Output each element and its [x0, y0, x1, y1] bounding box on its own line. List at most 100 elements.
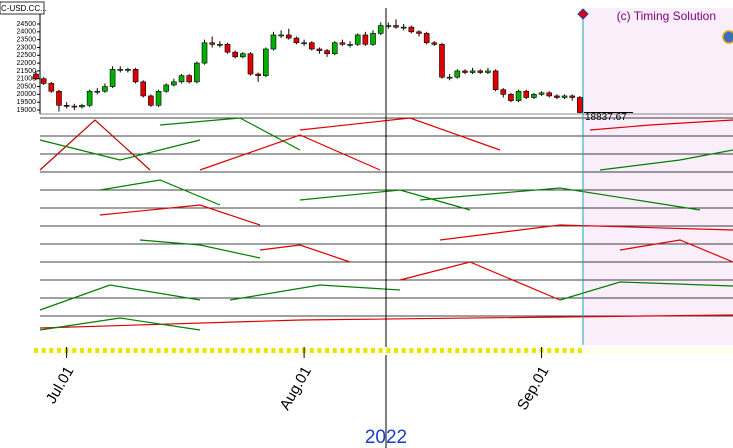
- candle-body: [217, 44, 223, 46]
- day-tick: [187, 348, 192, 353]
- candle-body: [500, 89, 507, 95]
- day-tick: [508, 348, 513, 353]
- day-tick: [562, 348, 567, 353]
- last-price-label: 18837.67: [585, 112, 627, 123]
- day-tick: [286, 348, 291, 353]
- y-tick-label: 22500: [17, 52, 37, 59]
- candle-body: [554, 95, 560, 98]
- astro-line: [39, 284, 201, 311]
- candle-body: [240, 53, 246, 58]
- day-tick: [531, 348, 536, 353]
- candle-body: [485, 70, 491, 73]
- copyright: (c) Timing Solution: [617, 9, 716, 23]
- day-tick: [87, 348, 92, 353]
- candle-body: [492, 70, 499, 90]
- day-tick: [401, 348, 406, 353]
- day-tick: [148, 348, 153, 353]
- day-tick: [470, 348, 475, 353]
- day-tick: [102, 348, 107, 353]
- candle-body: [140, 81, 147, 97]
- day-tick: [363, 348, 368, 353]
- astro-line: [229, 284, 401, 301]
- candle-body: [224, 44, 231, 53]
- candle-body: [354, 34, 361, 45]
- candle-body: [446, 76, 453, 79]
- candle-body: [538, 92, 545, 95]
- candle-body: [285, 34, 292, 39]
- y-tick-label: 23500: [17, 36, 37, 43]
- day-tick: [210, 348, 215, 353]
- day-tick: [202, 348, 207, 353]
- astro-line: [39, 314, 733, 329]
- y-tick-label: 20500: [17, 83, 37, 90]
- day-tick: [49, 348, 54, 353]
- day-tick: [171, 348, 176, 353]
- candle-body: [423, 33, 430, 44]
- day-tick: [371, 348, 376, 353]
- day-tick: [485, 348, 490, 353]
- day-tick: [271, 348, 276, 353]
- candle-body: [477, 70, 484, 73]
- day-tick: [34, 348, 38, 353]
- candle-body: [331, 42, 338, 55]
- candle-body: [109, 69, 116, 87]
- day-tick: [41, 348, 46, 353]
- day-tick: [493, 348, 498, 353]
- candle-body: [370, 33, 376, 45]
- candle-body: [577, 97, 583, 113]
- astro-line: [299, 189, 471, 211]
- candle-body: [462, 70, 468, 73]
- candle-body: [523, 90, 530, 98]
- astro-line: [99, 179, 221, 206]
- day-tick: [378, 348, 383, 353]
- day-tick: [194, 348, 199, 353]
- day-tick: [348, 348, 353, 353]
- candle-body: [293, 37, 300, 44]
- astro-line: [39, 139, 201, 161]
- day-tick: [133, 348, 138, 353]
- day-tick: [156, 348, 161, 353]
- now-marker[interactable]: [577, 8, 589, 20]
- astro-line: [99, 204, 261, 226]
- candle-body: [408, 26, 415, 33]
- year-label: 2022: [365, 427, 407, 448]
- day-tick: [141, 348, 146, 353]
- candle-body: [393, 25, 399, 28]
- candle-body: [416, 31, 422, 34]
- candle-body: [561, 95, 568, 98]
- globe-icon[interactable]: [722, 30, 733, 44]
- day-tick: [164, 348, 169, 353]
- candle-body: [439, 44, 445, 78]
- astro-line: [39, 317, 201, 331]
- candle-body: [308, 42, 315, 50]
- astro-line: [439, 224, 733, 241]
- candle-body: [209, 42, 215, 45]
- day-tick: [547, 348, 552, 353]
- y-tick-label: 22000: [17, 60, 37, 67]
- candle-body: [385, 25, 392, 27]
- candle-body: [362, 34, 369, 45]
- candle-body: [194, 62, 200, 83]
- candle-body: [71, 105, 78, 108]
- candle-body: [148, 95, 154, 106]
- day-tick: [462, 348, 467, 353]
- astro-line: [199, 134, 381, 171]
- astro-line: [39, 119, 151, 171]
- day-tick: [317, 348, 322, 353]
- y-tick-label: 21000: [17, 76, 37, 83]
- candle-body: [324, 50, 330, 55]
- candle-body: [40, 78, 47, 84]
- day-tick: [79, 348, 84, 353]
- day-tick: [225, 348, 230, 353]
- candle-body: [247, 53, 254, 75]
- candle-body: [431, 42, 438, 45]
- day-tick: [309, 348, 314, 353]
- astro-line: [139, 239, 261, 259]
- candle-body: [56, 90, 62, 106]
- day-tick: [439, 348, 444, 353]
- candle-body: [94, 90, 101, 93]
- candle-body: [201, 42, 208, 64]
- day-tick: [95, 348, 100, 353]
- candle-body: [86, 90, 93, 106]
